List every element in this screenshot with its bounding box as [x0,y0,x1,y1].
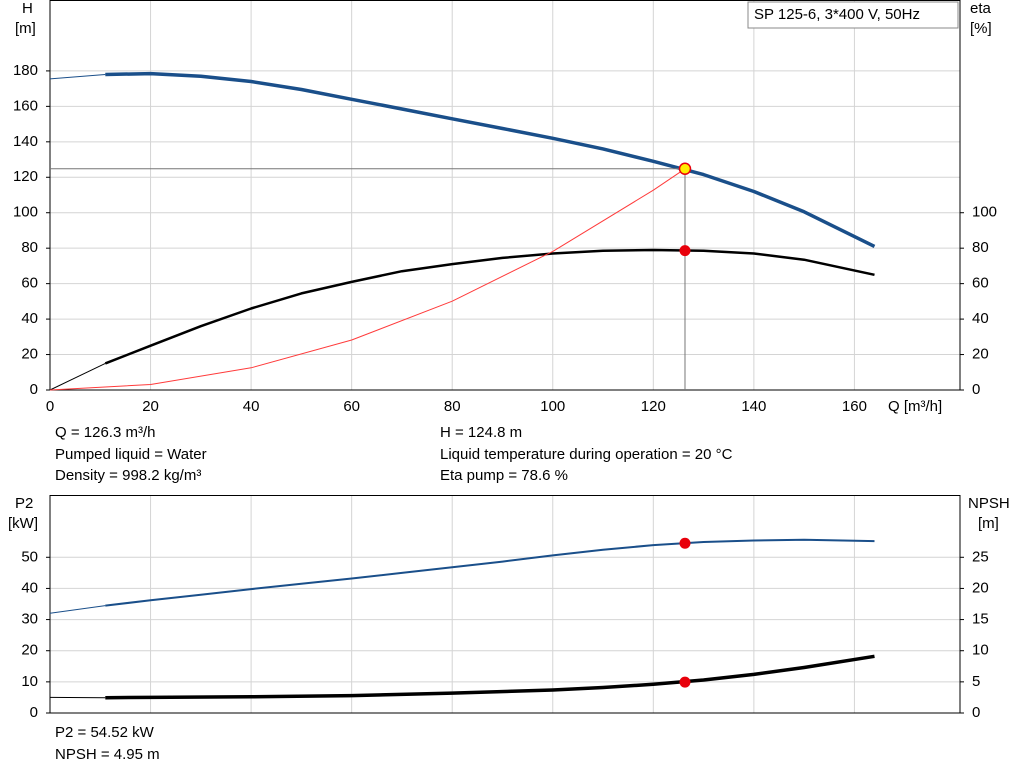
operating-note: NPSH = 4.95 m [55,746,160,763]
plot-area [50,495,960,713]
x-tick-label: 40 [243,398,260,415]
operating-note: Pumped liquid = Water [55,446,207,463]
y2-tick-label: 0 [972,704,980,721]
curve [105,71,876,248]
y2-axis-label: eta [970,0,992,17]
operating-note: H = 124.8 m [440,424,522,441]
operating-point [679,245,691,257]
curve [49,74,106,80]
y-tick-label: 60 [21,275,38,292]
y-axis-label: H [22,0,33,17]
operating-note: Liquid temperature during operation = 20… [440,446,733,463]
curve [104,248,875,365]
y-tick-label: 10 [21,673,38,690]
y2-tick-label: 40 [972,310,989,327]
x-tick-label: 160 [842,398,867,415]
y2-tick-label: 20 [972,346,989,363]
y2-tick-label: 20 [972,579,989,596]
y-tick-label: 20 [21,346,38,363]
y-axis-unit: [m] [15,20,36,37]
y-tick-label: 40 [21,310,38,327]
curve [49,168,686,391]
y2-tick-label: 5 [972,673,980,690]
y2-tick-label: 25 [972,548,989,565]
y-tick-label: 40 [21,579,38,596]
x-tick-label: 60 [343,398,360,415]
plot-frame [49,0,961,391]
operating-point [679,537,691,549]
curve [105,654,875,700]
y-tick-label: 120 [13,168,38,185]
y-tick-label: 140 [13,133,38,150]
y2-tick-label: 60 [972,275,989,292]
y2-axis-unit: [m] [978,515,999,532]
y2-tick-label: 100 [972,204,997,221]
x-tick-label: 20 [142,398,159,415]
curve [49,362,106,391]
operating-note: Eta pump = 78.6 % [440,467,568,484]
y-tick-label: 20 [21,642,38,659]
y-axis-label: P2 [15,495,33,512]
y2-tick-label: 10 [972,642,989,659]
y2-tick-label: 80 [972,239,989,256]
y2-axis-unit: [%] [970,20,992,37]
operating-note: Q = 126.3 m³/h [55,424,155,441]
legend-box [747,1,959,29]
y-tick-label: 0 [30,381,38,398]
y-axis-unit: [kW] [8,515,38,532]
x-tick-label: 100 [540,398,565,415]
x-tick-label: 80 [444,398,461,415]
x-tick-label: 0 [46,398,54,415]
legend-text: SP 125-6, 3*400 V, 50Hz [754,6,920,23]
y-tick-label: 160 [13,97,38,114]
y2-tick-label: 15 [972,611,989,628]
plot-frame [49,495,961,714]
operating-point [679,676,691,688]
y-tick-label: 100 [13,204,38,221]
curve [105,538,875,607]
y-tick-label: 0 [30,704,38,721]
operating-point [678,162,692,176]
y-tick-label: 30 [21,611,38,628]
x-axis-label: Q [m³/h] [888,398,942,415]
y2-axis-label: NPSH [968,495,1010,512]
y2-tick-label: 0 [972,381,980,398]
y-tick-label: 50 [21,548,38,565]
operating-note: Density = 998.2 kg/m³ [55,467,201,484]
x-tick-label: 120 [641,398,666,415]
y-tick-label: 80 [21,239,38,256]
operating-note: P2 = 54.52 kW [55,724,155,741]
x-tick-label: 140 [741,398,766,415]
y-tick-label: 180 [13,62,38,79]
curve [49,605,106,614]
